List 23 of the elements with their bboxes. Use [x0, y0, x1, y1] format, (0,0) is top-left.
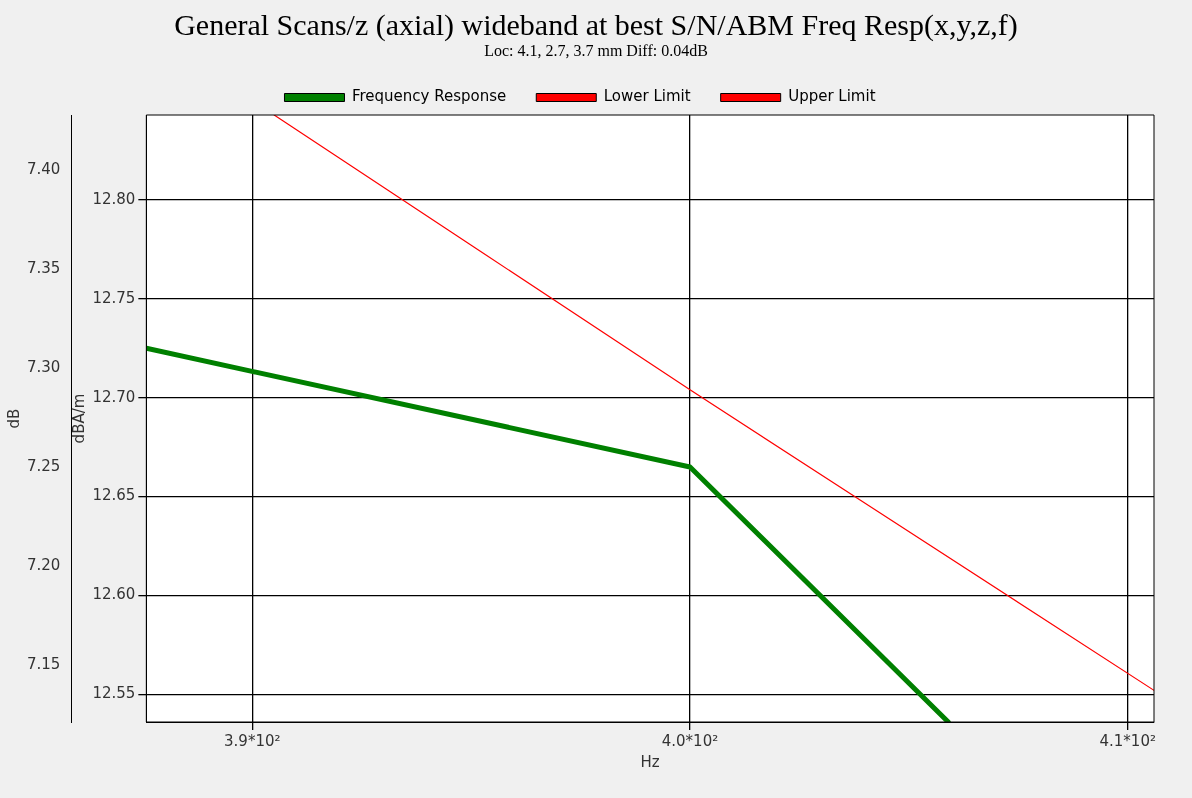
- legend-label: Upper Limit: [788, 87, 876, 106]
- y2-tick-label: 7.35: [26, 259, 61, 278]
- y2-tick-label: 7.20: [26, 555, 61, 574]
- y-tick-label: 12.60: [92, 585, 136, 604]
- y-tick-label: 12.80: [92, 189, 136, 208]
- y2-tick-label: 7.25: [26, 456, 61, 475]
- y-axis-title: dBA/m: [70, 393, 89, 444]
- legend-label: Frequency Response: [351, 87, 507, 106]
- y-tick-label: 12.65: [92, 486, 136, 505]
- legend-label: Lower Limit: [603, 87, 691, 106]
- x-tick-label: 4.1*10²: [1099, 731, 1156, 750]
- chart-subtitle: Loc: 4.1, 2.7, 3.7 mm Diff: 0.04dB: [483, 42, 709, 60]
- x-tick-label: 3.9*10²: [224, 731, 281, 750]
- y-tick-label: 12.55: [92, 684, 136, 703]
- y2-tick-label: 7.40: [26, 160, 61, 179]
- y2-axis-title: dB: [4, 408, 23, 429]
- x-axis-title: Hz: [640, 752, 660, 771]
- y-tick-label: 12.75: [92, 288, 136, 307]
- x-tick-label: 4.0*10²: [661, 731, 719, 750]
- y-tick-label: 12.70: [92, 387, 136, 406]
- y2-tick-label: 7.30: [26, 357, 61, 376]
- chart-title: General Scans/z (axial) wideband at best S/N/ABM Freq Resp(x,y,z,f): [173, 7, 1019, 42]
- y2-tick-label: 7.15: [26, 654, 61, 673]
